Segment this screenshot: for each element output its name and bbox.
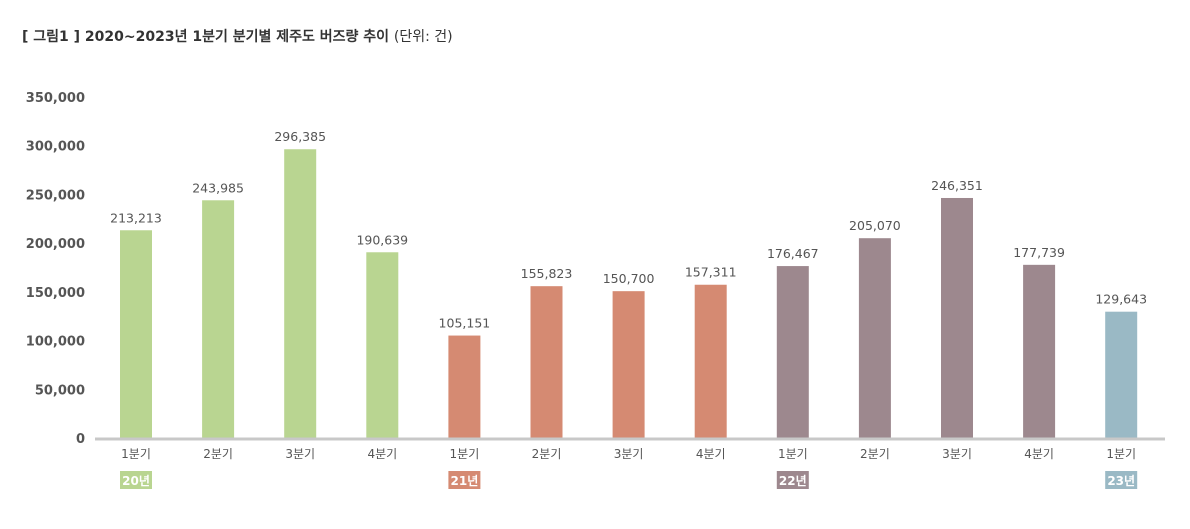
bar	[941, 197, 973, 438]
bar	[1105, 311, 1138, 438]
chart-title-unit: (단위: 건)	[393, 29, 453, 45]
data-label: 246,351	[931, 178, 983, 193]
year-badge	[448, 471, 481, 489]
bar	[202, 200, 235, 438]
data-label: 205,070	[849, 218, 901, 233]
x-tick-label: 2분기	[203, 447, 233, 461]
data-label: 129,643	[1095, 292, 1147, 307]
x-tick-label: 4분기	[696, 447, 726, 461]
x-tick-label: 1분기	[121, 447, 151, 461]
data-label: 157,311	[685, 265, 737, 280]
y-tick-label: 350,000	[26, 91, 85, 106]
x-tick-label: 1분기	[450, 447, 480, 461]
bar	[366, 252, 399, 438]
y-tick-label: 150,000	[26, 286, 85, 301]
year-badge	[776, 471, 809, 489]
x-tick-label: 3분기	[614, 447, 644, 461]
y-tick-label: 300,000	[26, 140, 85, 155]
data-label: 150,700	[603, 271, 655, 286]
y-tick-label: 100,000	[26, 335, 85, 350]
x-tick-label: 4분기	[1024, 447, 1054, 461]
x-tick-label: 1분기	[778, 447, 808, 461]
bar	[694, 284, 727, 438]
y-tick-label: 200,000	[26, 237, 85, 252]
data-label: 190,639	[356, 232, 408, 247]
x-tick-label: 1분기	[1106, 447, 1136, 461]
x-tick-label: 3분기	[285, 447, 315, 461]
chart-title: [ 그림1 ] 2020~2023년 1분기 분기별 제주도 버즈량 추이 (단…	[22, 26, 453, 46]
chart-title-main: [ 그림1 ] 2020~2023년 1분기 분기별 제주도 버즈량 추이	[22, 29, 390, 45]
bar	[120, 230, 152, 438]
x-tick-label: 4분기	[367, 447, 397, 461]
year-label: 22년	[779, 474, 807, 488]
data-label: 105,151	[439, 316, 491, 331]
x-tick-label: 3분기	[942, 447, 972, 461]
year-label: 20년	[122, 474, 150, 488]
bar	[776, 266, 809, 438]
bar	[284, 149, 317, 438]
data-label: 213,213	[110, 210, 162, 225]
bar	[1023, 264, 1056, 438]
bar	[530, 286, 563, 438]
x-tick-label: 2분기	[532, 447, 562, 461]
year-badge	[120, 471, 152, 489]
year-label: 23년	[1107, 474, 1135, 488]
bar	[448, 335, 481, 438]
data-label: 155,823	[521, 266, 573, 281]
bar	[612, 291, 645, 438]
data-label: 176,467	[767, 246, 819, 261]
data-label: 243,985	[192, 180, 244, 195]
y-tick-label: 50,000	[35, 383, 85, 398]
year-label: 21년	[451, 474, 479, 488]
x-tick-label: 2분기	[860, 447, 890, 461]
y-tick-label: 0	[76, 432, 85, 447]
y-tick-label: 250,000	[26, 188, 85, 203]
year-badge	[1105, 471, 1138, 489]
data-label: 177,739	[1013, 245, 1065, 260]
data-label: 296,385	[274, 129, 326, 144]
bar	[858, 238, 891, 438]
